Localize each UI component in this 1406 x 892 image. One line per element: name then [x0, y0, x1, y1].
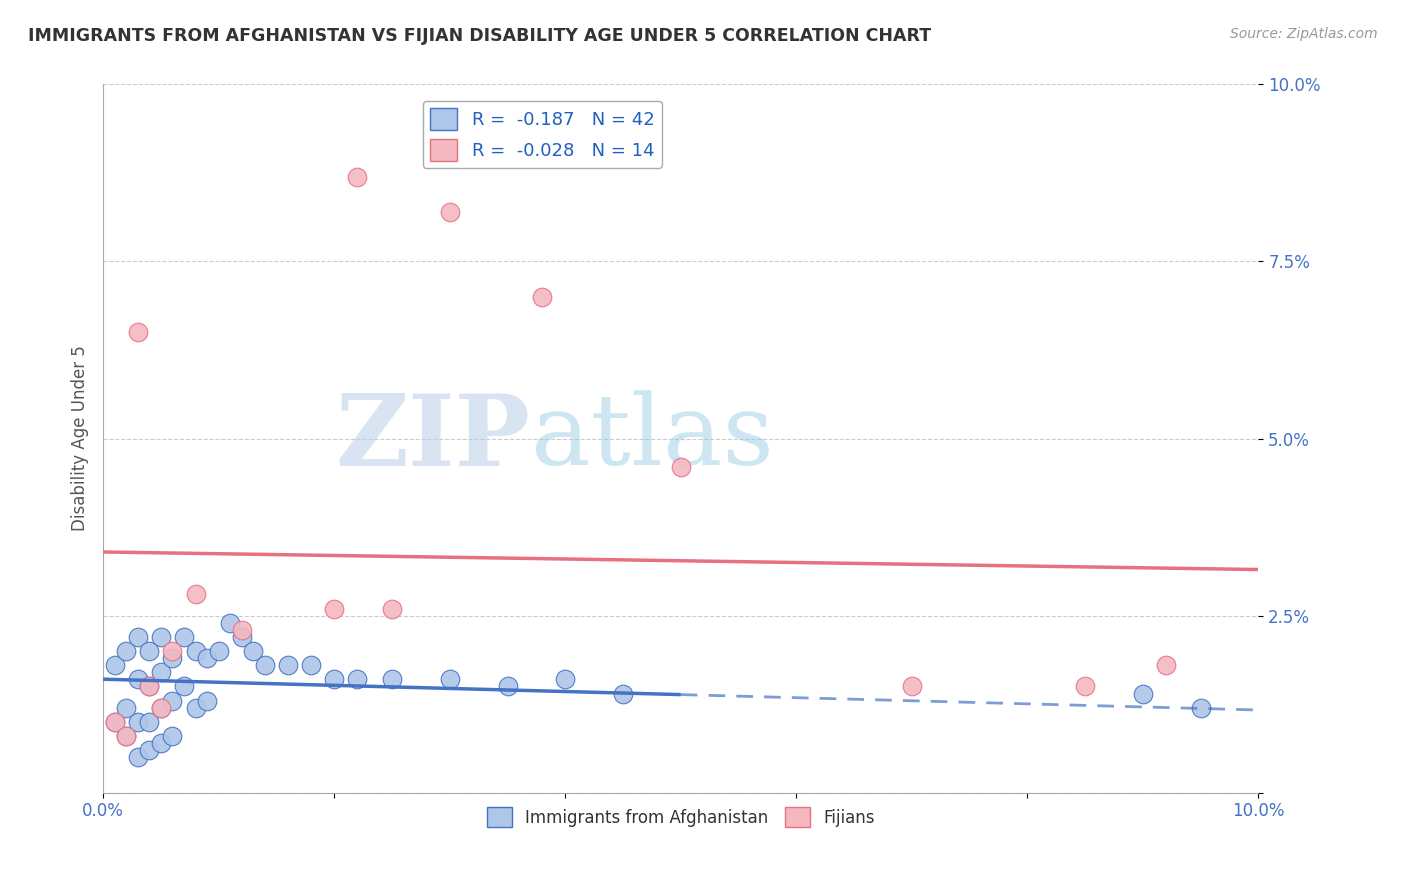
- Point: [162, 651, 184, 665]
- Point: [381, 601, 404, 615]
- Point: [242, 644, 264, 658]
- Point: [104, 658, 127, 673]
- Point: [1132, 686, 1154, 700]
- Text: Source: ZipAtlas.com: Source: ZipAtlas.com: [1230, 27, 1378, 41]
- Text: atlas: atlas: [530, 391, 773, 486]
- Point: [149, 665, 172, 680]
- Point: [162, 693, 184, 707]
- Point: [149, 630, 172, 644]
- Point: [323, 601, 346, 615]
- Point: [115, 729, 138, 743]
- Point: [253, 658, 276, 673]
- Point: [127, 326, 149, 340]
- Point: [901, 680, 924, 694]
- Point: [138, 680, 160, 694]
- Point: [1154, 658, 1177, 673]
- Point: [149, 700, 172, 714]
- Point: [439, 673, 461, 687]
- Point: [208, 644, 231, 658]
- Point: [173, 680, 195, 694]
- Point: [531, 290, 554, 304]
- Point: [162, 729, 184, 743]
- Point: [115, 729, 138, 743]
- Point: [173, 630, 195, 644]
- Point: [439, 205, 461, 219]
- Point: [184, 700, 207, 714]
- Point: [346, 673, 368, 687]
- Point: [219, 615, 242, 630]
- Point: [127, 750, 149, 764]
- Point: [277, 658, 299, 673]
- Point: [231, 623, 253, 637]
- Point: [138, 714, 160, 729]
- Point: [381, 673, 404, 687]
- Point: [127, 673, 149, 687]
- Point: [195, 651, 218, 665]
- Point: [162, 644, 184, 658]
- Point: [115, 700, 138, 714]
- Point: [115, 644, 138, 658]
- Point: [138, 743, 160, 757]
- Text: ZIP: ZIP: [336, 390, 530, 487]
- Point: [612, 686, 634, 700]
- Point: [669, 459, 692, 474]
- Point: [195, 693, 218, 707]
- Point: [138, 680, 160, 694]
- Point: [184, 644, 207, 658]
- Point: [323, 673, 346, 687]
- Text: IMMIGRANTS FROM AFGHANISTAN VS FIJIAN DISABILITY AGE UNDER 5 CORRELATION CHART: IMMIGRANTS FROM AFGHANISTAN VS FIJIAN DI…: [28, 27, 931, 45]
- Point: [127, 714, 149, 729]
- Point: [1189, 700, 1212, 714]
- Point: [231, 630, 253, 644]
- Point: [149, 736, 172, 750]
- Point: [104, 714, 127, 729]
- Point: [496, 680, 519, 694]
- Point: [149, 700, 172, 714]
- Point: [127, 630, 149, 644]
- Y-axis label: Disability Age Under 5: Disability Age Under 5: [72, 345, 89, 532]
- Point: [104, 714, 127, 729]
- Point: [299, 658, 322, 673]
- Point: [1074, 680, 1097, 694]
- Point: [184, 587, 207, 601]
- Point: [346, 169, 368, 184]
- Point: [138, 644, 160, 658]
- Legend: Immigrants from Afghanistan, Fijians: Immigrants from Afghanistan, Fijians: [479, 800, 882, 834]
- Point: [554, 673, 576, 687]
